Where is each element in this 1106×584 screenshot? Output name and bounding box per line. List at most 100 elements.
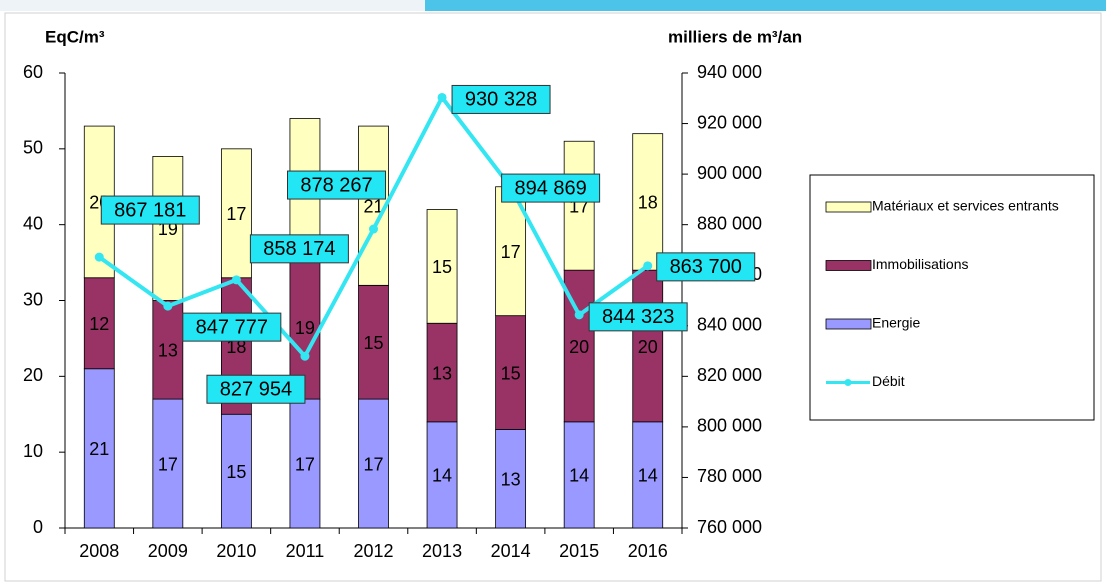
bar-label: 13 — [501, 469, 521, 489]
y-tick-label: 20 — [23, 365, 43, 385]
bar-segment — [426, 322, 458, 423]
bar-label: 13 — [158, 341, 178, 361]
bar-label: 13 — [432, 363, 452, 383]
y2-tick-label: 780 000 — [697, 466, 762, 486]
header-strip-accent — [425, 0, 1106, 11]
y-tick-label: 60 — [23, 62, 43, 82]
x-tick-label: 2016 — [628, 541, 668, 561]
y2-tick-label: 760 000 — [697, 517, 762, 537]
bar-segment — [563, 140, 595, 271]
data-label-box — [182, 312, 282, 342]
chart-frame — [4, 12, 1102, 582]
data-label: 867 181 — [114, 199, 186, 221]
bar-label: 20 — [569, 337, 589, 357]
y-tick-label: 0 — [33, 517, 43, 537]
line-point — [437, 92, 447, 102]
bar-segment — [426, 209, 458, 324]
legend-label: Immobilisations — [872, 256, 968, 272]
legend-swatch — [825, 260, 872, 271]
bar-label: 14 — [569, 466, 589, 486]
data-label: 878 267 — [300, 174, 372, 196]
data-label: 894 869 — [514, 177, 586, 199]
data-label-box — [206, 374, 306, 404]
x-tick-label: 2015 — [559, 541, 599, 561]
line-point — [231, 275, 241, 285]
x-tick-label: 2008 — [79, 541, 119, 561]
header-strip — [0, 0, 425, 11]
bar-segment — [152, 156, 184, 301]
data-label-box — [287, 170, 386, 200]
data-label-box — [249, 234, 349, 264]
data-label: 847 777 — [196, 316, 268, 338]
y2-tick-label: 940 000 — [697, 62, 762, 82]
data-label: 858 174 — [263, 238, 335, 260]
x-tick-label: 2011 — [286, 541, 325, 561]
bar-label: 14 — [638, 466, 658, 486]
y2-tick-label: 900 000 — [697, 163, 762, 183]
y-tick-label: 30 — [23, 289, 43, 309]
data-label-box — [588, 302, 688, 332]
y2-tick-label: 800 000 — [697, 416, 762, 436]
y2-tick-label: 920 000 — [697, 112, 762, 132]
bar-segment — [83, 277, 115, 370]
bar-segment — [220, 148, 252, 279]
x-tick-label: 2013 — [422, 541, 462, 561]
bar-label: 19 — [295, 318, 315, 338]
legend-box — [809, 174, 1095, 421]
bar-segment — [358, 284, 389, 400]
bar-label: 14 — [432, 466, 452, 486]
y2-axis-title: milliers de m³/an — [668, 27, 802, 46]
y-tick-label: 50 — [23, 138, 43, 158]
bar-label: 17 — [363, 454, 383, 474]
bar-label: 15 — [432, 257, 452, 277]
bar-label: 21 — [363, 196, 383, 216]
x-tick-label: 2010 — [216, 541, 256, 561]
line-point — [574, 310, 584, 320]
legend-label: Energie — [872, 315, 920, 331]
bar-segment — [632, 421, 664, 529]
bar-label: 15 — [226, 462, 246, 482]
legend-label: Matériaux et services entrants — [872, 198, 1059, 214]
y-tick-label: 10 — [23, 441, 43, 461]
bar-segment — [632, 269, 664, 423]
x-tick-label: 2009 — [148, 541, 188, 561]
data-label: 827 954 — [220, 379, 292, 401]
legend-label: Débit — [872, 373, 905, 389]
data-label: 863 700 — [670, 256, 742, 278]
bar-label: 17 — [158, 454, 178, 474]
y2-tick-label: 820 000 — [697, 365, 762, 385]
bar-label: 21 — [89, 439, 109, 459]
bar-segment — [495, 429, 527, 529]
bar-label: 15 — [363, 333, 383, 353]
line-point — [94, 252, 104, 262]
y-tick-label: 40 — [23, 213, 43, 233]
x-tick-label: 2012 — [353, 541, 393, 561]
x-tick-label: 2014 — [491, 541, 531, 561]
data-label-box — [451, 84, 551, 114]
data-label: 930 328 — [465, 89, 537, 111]
y2-tick-label: 840 000 — [697, 315, 762, 335]
data-label: 844 323 — [602, 306, 674, 328]
bar-segment — [632, 133, 664, 271]
bar-segment — [220, 413, 252, 529]
bar-label: 17 — [226, 204, 246, 224]
bar-label: 18 — [638, 193, 658, 213]
bar-label: 17 — [295, 454, 315, 474]
y2-tick-label: 880 000 — [697, 213, 762, 233]
line-point — [369, 224, 378, 234]
bar-label: 20 — [638, 337, 658, 357]
data-label-box — [656, 252, 756, 282]
legend-swatch — [825, 318, 872, 330]
bar-segment — [289, 398, 321, 529]
legend-marker — [844, 379, 852, 386]
data-label-box — [100, 195, 200, 225]
bar-label: 12 — [89, 314, 109, 334]
bar-segment — [83, 368, 115, 529]
bar-label: 18 — [226, 337, 246, 357]
bar-label: 17 — [501, 242, 521, 262]
bar-segment — [152, 398, 184, 529]
legend-swatch — [825, 201, 872, 213]
bar-label: 15 — [501, 363, 521, 383]
data-label-box — [501, 173, 601, 203]
